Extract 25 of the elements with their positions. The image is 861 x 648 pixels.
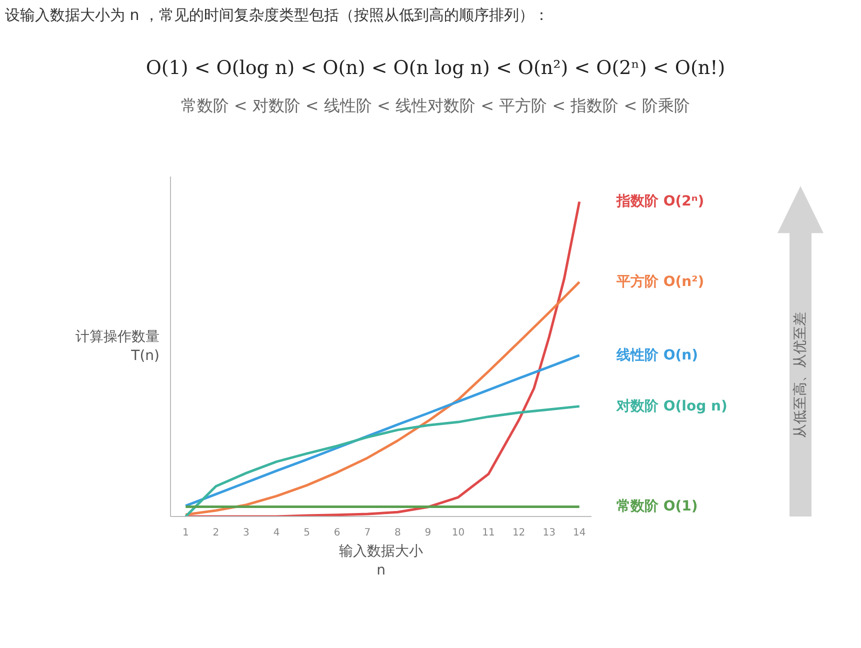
x-tick-label: 8 <box>394 528 401 538</box>
x-tick-label: 9 <box>424 528 432 538</box>
chart-subtitle: O(1) < O(log n) < O(n) < O(n log n) < O(n²) < O(2ⁿ) < O(n!) <box>146 56 726 81</box>
x-tick-label: 3 <box>243 528 250 538</box>
x-tick-label: 2 <box>212 528 220 538</box>
text: 线性阶 O(n) <box>616 347 698 364</box>
x-tick-label: 5 <box>304 528 310 538</box>
text: 从低至高、从优至差 <box>792 312 808 438</box>
y-axis-title: 计算操作数量 T(n) <box>76 328 160 364</box>
x-tick-label: 13 <box>542 528 556 538</box>
x-tick-label: 4 <box>273 528 280 538</box>
x-tick-label: 6 <box>334 528 340 538</box>
text: 常数阶 O(1) <box>616 498 698 515</box>
x-tick-label: 1 <box>182 528 189 538</box>
text: 平方阶 O(n²) <box>616 272 704 290</box>
text: 常数阶 < 对数阶 < 线性阶 < 线性对数阶 < 平方阶 < 指数阶 < 阶乘阶 <box>180 95 690 117</box>
x-tick-label: 11 <box>482 528 495 538</box>
text: 指数阶 O(2ⁿ) <box>616 194 704 210</box>
x-tick-label: 7 <box>364 528 371 538</box>
x-axis-title: 输入数据大小 n <box>339 544 423 579</box>
x-tick-label: 10 <box>452 528 465 538</box>
text: 对数阶 O(log n) <box>616 398 728 414</box>
chart-title: 设输入数据大小为 n ，常见的时间复杂度类型包括（按照从低到高的顺序排列）： <box>5 5 550 26</box>
x-tick-label: 12 <box>512 528 526 538</box>
x-tick-label: 14 <box>573 528 586 538</box>
